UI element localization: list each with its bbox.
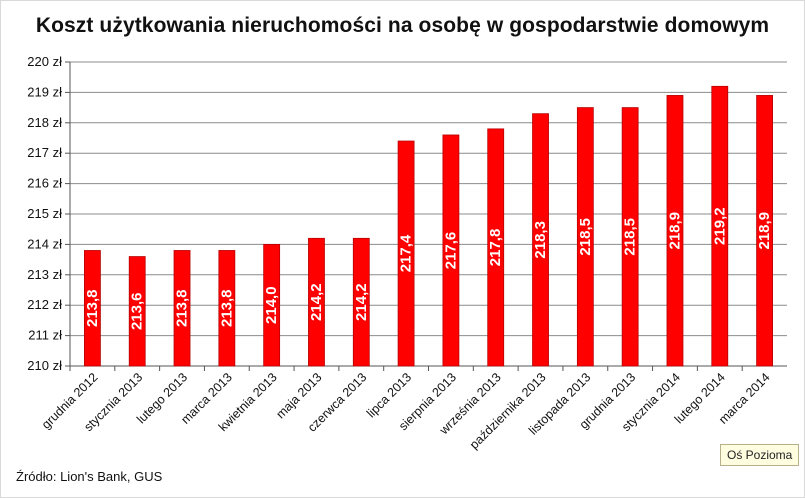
- bar-value-label: 219,2: [711, 207, 728, 245]
- y-tick-label: 219 zł: [27, 84, 62, 99]
- bar: [442, 134, 460, 367]
- bar-value-label: 218,9: [756, 212, 773, 250]
- bar: [352, 237, 370, 367]
- bar: [621, 107, 639, 367]
- bar-value-label: 213,8: [218, 289, 235, 327]
- y-tick-label: 218 zł: [27, 115, 62, 130]
- y-tick-label: 215 zł: [27, 206, 62, 221]
- bar-value-label: 213,8: [174, 289, 191, 327]
- bar: [128, 256, 146, 367]
- bar: [756, 95, 773, 367]
- bar-value-label: 218,9: [666, 212, 683, 250]
- bar: [263, 243, 281, 367]
- bar: [218, 250, 236, 367]
- y-tick-label: 212 zł: [27, 297, 62, 312]
- bar: [532, 113, 549, 367]
- bar-value-label: 218,5: [622, 218, 639, 256]
- bar-value-label: 214,2: [353, 283, 370, 321]
- bar-value-label: 213,6: [129, 293, 146, 331]
- source-note: Źródło: Lion's Bank, GUS: [16, 469, 163, 484]
- bar-value-label: 214,2: [308, 283, 325, 321]
- bar-value-label: 217,4: [398, 234, 415, 272]
- bar-value-label: 213,8: [84, 289, 101, 327]
- bar: [576, 107, 594, 367]
- y-tick-label: 220 zł: [27, 54, 62, 69]
- y-tick-label: 214 zł: [27, 236, 62, 251]
- bar-value-label: 218,5: [577, 218, 594, 256]
- bar: [308, 237, 325, 367]
- bar: [84, 250, 101, 367]
- axis-tooltip: Oś Pozioma: [720, 444, 800, 466]
- x-tick-label: października 2013: [467, 370, 549, 452]
- y-tick-label: 211 zł: [28, 328, 62, 343]
- bar: [666, 95, 684, 367]
- bar: [711, 85, 729, 367]
- bar: [173, 250, 191, 367]
- y-tick-label: 210 zł: [27, 358, 62, 373]
- y-tick-label: 213 zł: [27, 267, 62, 282]
- y-tick-label: 216 zł: [27, 176, 62, 191]
- bar: [397, 140, 415, 367]
- y-tick-label: 217 zł: [27, 145, 62, 160]
- bar-value-label: 214,0: [263, 286, 280, 324]
- bar-value-label: 217,6: [442, 232, 459, 270]
- bar: [487, 128, 505, 367]
- bar-value-label: 218,3: [532, 221, 549, 259]
- bar-value-label: 217,8: [487, 229, 504, 267]
- chart-title: Koszt użytkowania nieruchomości na osobę…: [35, 14, 770, 37]
